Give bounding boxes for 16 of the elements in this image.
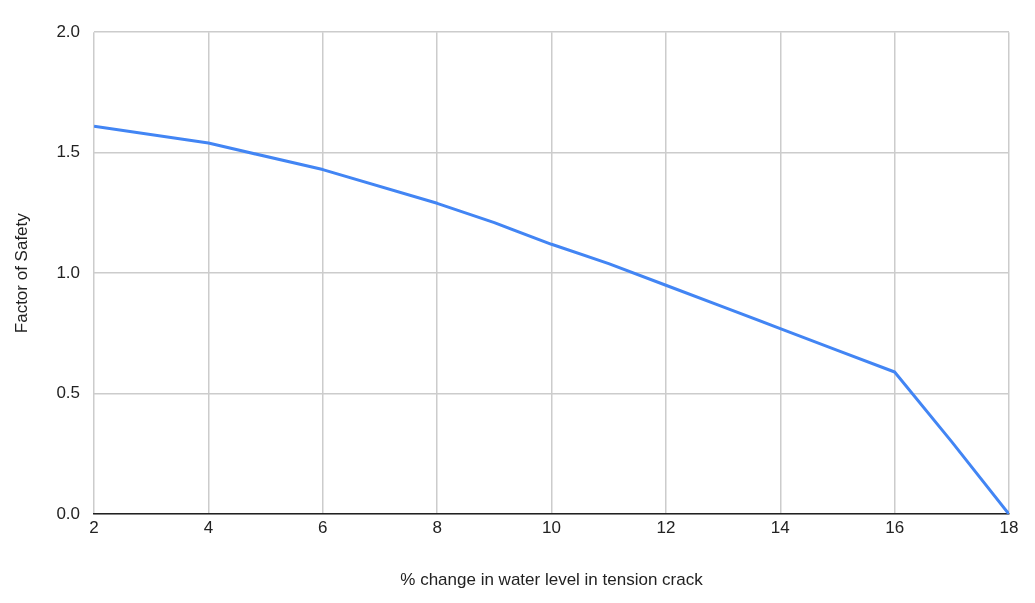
y-tick-label: 2.0: [56, 21, 81, 41]
y-tick-label: 1.5: [56, 142, 81, 162]
x-tick-label: 10: [542, 518, 561, 538]
y-tick-label: 0.5: [56, 383, 81, 403]
x-tick-label: 6: [318, 518, 328, 538]
y-axis-title: Factor of Safety: [11, 212, 31, 334]
y-tick-label: 1.0: [56, 262, 81, 282]
x-tick-label: 8: [432, 518, 442, 538]
x-tick-label: 4: [203, 518, 214, 538]
y-tick-label: 0.0: [56, 503, 81, 523]
x-tick-label: 18: [999, 518, 1019, 538]
x-tick-label: 16: [885, 518, 905, 538]
x-axis-title: % change in water level in tension crack: [400, 570, 704, 590]
x-tick-label: 14: [770, 518, 790, 538]
x-tick-label: 2: [89, 518, 99, 538]
x-tick-label: 12: [656, 518, 676, 538]
